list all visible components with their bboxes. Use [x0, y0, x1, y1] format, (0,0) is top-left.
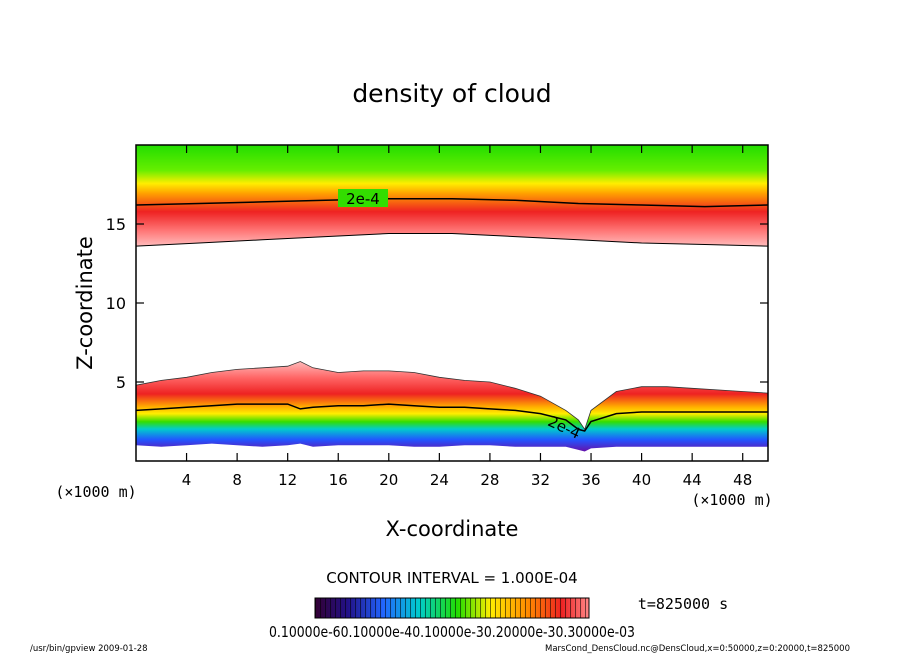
x-tick-label: 36 [581, 471, 600, 489]
plot-area: 2e-4 2e-4 [136, 145, 768, 461]
y-axis: 5 10 15 [106, 215, 768, 392]
x-tick-label: 16 [329, 471, 348, 489]
lower-cloud-layer [136, 361, 768, 452]
x-tick-label: 44 [683, 471, 702, 489]
y-tick-label: 15 [106, 215, 126, 234]
y-axis-label: Z-coordinate [73, 236, 97, 370]
footer-source: MarsCond_DensCloud.nc@DensCloud,x=0:5000… [545, 644, 850, 654]
footer-command: /usr/bin/gpview 2009-01-28 [30, 644, 148, 654]
x-tick-label: 28 [480, 471, 499, 489]
x-axis-label: X-coordinate [386, 517, 519, 541]
upper-contour-2e-4 [136, 197, 768, 208]
x-unit-right: (×1000 m) [691, 491, 772, 509]
colorbar [314, 597, 590, 619]
x-axis: 4 8 12 16 20 24 28 32 36 40 44 48 [182, 145, 752, 489]
x-tick-label: 4 [182, 471, 192, 489]
x-tick-label: 12 [278, 471, 297, 489]
upper-contour-label: 2e-4 [346, 190, 380, 208]
x-unit-left: (×1000 m) [55, 483, 136, 501]
y-tick-label: 5 [116, 373, 126, 392]
time-label: t=825000 s [638, 595, 728, 613]
upper-contour-label-bg [338, 189, 388, 207]
x-tick-label: 48 [733, 471, 752, 489]
upper-cloud-layer [136, 145, 768, 247]
x-tick-label: 40 [632, 471, 651, 489]
lower-contour-2e-4 [136, 403, 768, 432]
x-tick-label: 20 [379, 471, 398, 489]
chart-title: density of cloud [352, 79, 551, 108]
colorbar-tick-labels: 0.10000e-60.10000e-40.10000e-30.20000e-3… [269, 623, 635, 641]
contour-interval-text: CONTOUR INTERVAL = 1.000E-04 [326, 569, 577, 587]
x-tick-label: 32 [531, 471, 550, 489]
lower-top-contour [136, 361, 768, 431]
x-tick-label: 8 [232, 471, 242, 489]
upper-base-contour [136, 233, 768, 247]
x-tick-label: 24 [430, 471, 449, 489]
y-tick-label: 10 [106, 294, 126, 313]
